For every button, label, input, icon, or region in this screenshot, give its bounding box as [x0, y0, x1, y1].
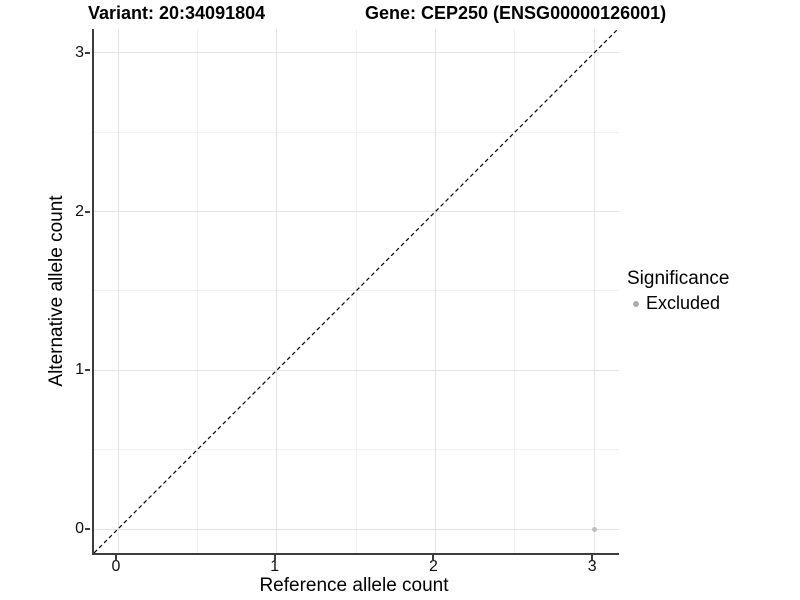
legend-key [627, 295, 644, 312]
y-axis-title: Alternative allele count [46, 195, 67, 387]
plot-panel-area [94, 29, 619, 553]
x-major-gridline [434, 29, 436, 553]
legend: Significance Excluded [627, 268, 729, 314]
y-major-gridline [94, 369, 619, 371]
y-major-gridline [94, 211, 619, 213]
y-tick-mark [85, 369, 90, 372]
x-tick-mark [591, 555, 594, 560]
x-tick-mark [273, 555, 276, 560]
x-major-gridline [593, 29, 595, 553]
plot-panel [92, 29, 619, 555]
x-tick-label: 3 [587, 558, 597, 575]
x-major-gridline [117, 29, 119, 553]
x-tick-label: 0 [111, 558, 121, 575]
y-major-gridline [94, 52, 619, 54]
data-point [591, 526, 597, 532]
y-tick-label: 0 [75, 520, 84, 537]
legend-entry-excluded: Excluded [627, 293, 729, 314]
y-tick-mark [85, 210, 90, 213]
x-tick-label: 1 [270, 558, 280, 575]
y-tick-mark [85, 51, 90, 54]
identity-reference-line [94, 29, 619, 553]
y-major-gridline [94, 528, 619, 530]
y-tick-label: 3 [75, 43, 84, 61]
x-axis-title: Reference allele count [259, 575, 449, 596]
y-minor-gridline [94, 131, 619, 133]
x-major-gridline [276, 29, 278, 553]
x-tick-mark [432, 555, 435, 560]
plot-title-gene: Gene: CEP250 (ENSG00000126001) [365, 3, 667, 23]
legend-title: Significance [627, 268, 730, 289]
y-minor-gridline [94, 290, 619, 292]
x-tick-mark [115, 555, 117, 560]
y-minor-gridline [94, 449, 619, 451]
y-tick-label: 1 [75, 361, 84, 379]
excluded-point-icon [632, 300, 639, 307]
plot-title-variant: Variant: 20:34091804 [88, 3, 266, 23]
y-tick-mark [85, 528, 90, 530]
x-tick-label: 2 [429, 558, 438, 575]
legend-entry-label: Excluded [646, 293, 721, 313]
y-tick-label: 2 [75, 202, 84, 220]
